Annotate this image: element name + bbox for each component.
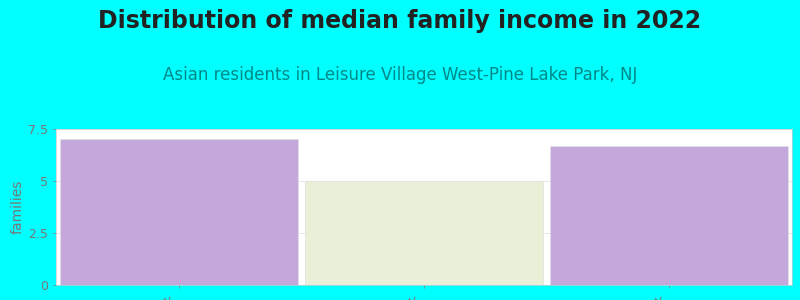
Bar <box>550 146 788 285</box>
Bar <box>305 181 543 285</box>
Text: Asian residents in Leisure Village West-Pine Lake Park, NJ: Asian residents in Leisure Village West-… <box>163 66 637 84</box>
Bar <box>60 140 298 285</box>
Y-axis label: families: families <box>10 180 24 234</box>
Text: Distribution of median family income in 2022: Distribution of median family income in … <box>98 9 702 33</box>
